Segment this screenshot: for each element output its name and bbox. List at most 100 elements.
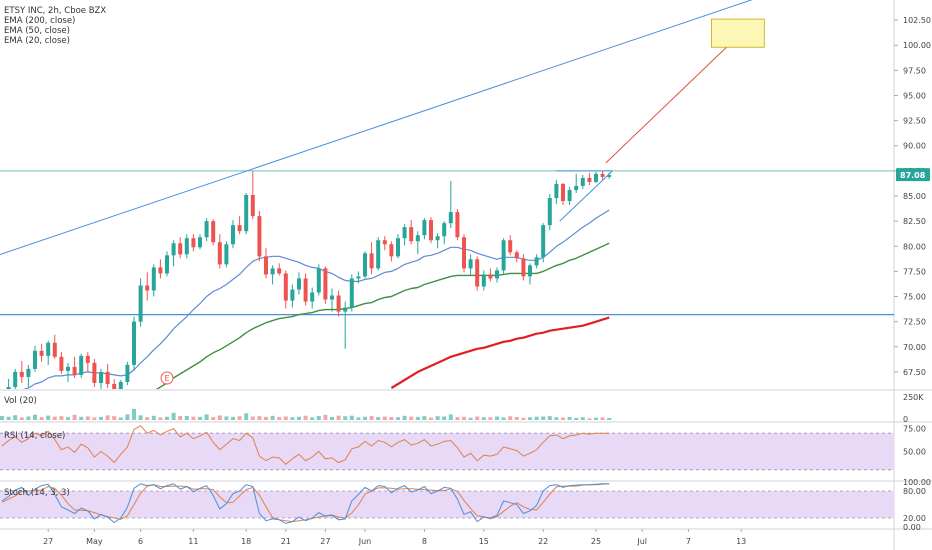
earnings-marker[interactable]: E bbox=[160, 371, 174, 385]
candle bbox=[6, 378, 11, 389]
candle bbox=[349, 274, 354, 312]
candle-body bbox=[224, 244, 229, 265]
candle bbox=[85, 351, 90, 372]
candle bbox=[396, 234, 400, 259]
candle-body bbox=[561, 183, 565, 202]
volume-bar bbox=[574, 417, 579, 420]
volume-bar bbox=[0, 416, 4, 420]
price-pane[interactable]: E bbox=[0, 0, 894, 429]
price-tick-label: 67.50 bbox=[903, 368, 926, 377]
volume-tick-label: 250K bbox=[903, 393, 924, 402]
time-tick-label: 8 bbox=[422, 537, 427, 546]
candle-body bbox=[435, 236, 440, 241]
stoch-pane[interactable] bbox=[0, 483, 894, 524]
candle bbox=[231, 220, 235, 249]
candle bbox=[297, 272, 301, 295]
candle bbox=[191, 234, 196, 252]
volume-bar bbox=[165, 416, 169, 420]
candle bbox=[19, 360, 24, 383]
price-tick-label: 80.00 bbox=[903, 242, 926, 251]
candle bbox=[178, 237, 183, 259]
volume-bar bbox=[422, 416, 427, 420]
candle-body bbox=[455, 212, 460, 238]
volume-bar bbox=[297, 416, 301, 420]
candle bbox=[79, 353, 84, 378]
volume-bar bbox=[481, 417, 486, 420]
time-tick-label: 18 bbox=[241, 537, 251, 546]
rsi-pane[interactable] bbox=[0, 425, 894, 471]
time-tick-label: Jul bbox=[636, 537, 647, 546]
candle bbox=[534, 254, 539, 269]
volume-bar bbox=[224, 416, 229, 420]
volume-bar bbox=[567, 416, 572, 420]
candle-body bbox=[594, 173, 598, 182]
volume-pane[interactable] bbox=[0, 408, 612, 420]
rising-trendline[interactable] bbox=[0, 0, 781, 258]
target-arrow[interactable] bbox=[605, 32, 742, 164]
legend-symbol: ETSY INC, 2h, Cboe BZX bbox=[4, 6, 107, 16]
volume-bar bbox=[211, 417, 216, 420]
candle bbox=[217, 234, 222, 269]
candle-body bbox=[165, 255, 169, 274]
volume-bar bbox=[448, 414, 453, 420]
price-tick-label: 72.50 bbox=[903, 318, 926, 327]
volume-bar bbox=[19, 417, 24, 420]
candle bbox=[435, 233, 440, 249]
candle bbox=[475, 256, 480, 291]
candle bbox=[33, 345, 37, 372]
volume-tick-label: 0 bbox=[903, 415, 908, 424]
volume-bar bbox=[178, 416, 183, 420]
volume-bar bbox=[521, 417, 526, 420]
time-tick-label: 21 bbox=[281, 537, 291, 546]
candle-body bbox=[514, 252, 519, 259]
candle-body bbox=[336, 295, 341, 312]
candle-body bbox=[145, 285, 150, 291]
volume-bar bbox=[402, 415, 407, 420]
volume-bar bbox=[303, 415, 308, 420]
volume-bar bbox=[72, 414, 77, 420]
candle-body bbox=[481, 274, 486, 287]
price-tick-label: 85.00 bbox=[903, 192, 926, 201]
rsi-tick-label: 50.00 bbox=[903, 448, 926, 457]
candle-body bbox=[112, 383, 117, 389]
candle-body bbox=[442, 223, 447, 237]
volume-bar bbox=[462, 416, 466, 420]
candle bbox=[561, 182, 565, 206]
candle-body bbox=[85, 355, 90, 363]
candle bbox=[343, 301, 348, 349]
triangle-bottom-line[interactable] bbox=[559, 170, 613, 222]
candle bbox=[514, 250, 519, 263]
volume-bar bbox=[541, 416, 546, 420]
volume-bar bbox=[6, 416, 11, 420]
ema50-line bbox=[155, 242, 610, 389]
candle-body bbox=[92, 362, 97, 383]
candle-body bbox=[323, 268, 328, 300]
candle-body bbox=[118, 381, 123, 389]
volume-bar bbox=[501, 417, 506, 420]
stoch-k-line bbox=[1, 483, 610, 524]
candle bbox=[574, 173, 579, 193]
target-box[interactable] bbox=[711, 18, 765, 48]
candle bbox=[495, 267, 499, 283]
price-tick-label: 95.00 bbox=[903, 91, 926, 100]
volume-bar bbox=[442, 416, 447, 420]
volume-bar bbox=[409, 416, 414, 420]
last-price-bg bbox=[896, 168, 930, 182]
volume-bar bbox=[343, 416, 348, 420]
volume-bar bbox=[600, 417, 605, 420]
candle-body bbox=[356, 276, 361, 279]
volume-bar bbox=[66, 417, 70, 420]
rsi-line bbox=[1, 425, 610, 465]
volume-bar bbox=[508, 416, 513, 420]
volume-bar bbox=[554, 417, 559, 420]
candle-body bbox=[250, 195, 255, 217]
volume-bar bbox=[310, 417, 315, 420]
ema200-line bbox=[390, 316, 610, 389]
volume-bar bbox=[237, 416, 242, 420]
candle bbox=[26, 364, 31, 387]
time-tick-label: 25 bbox=[591, 537, 601, 546]
candle bbox=[118, 379, 123, 389]
stoch-pane-label: Stoch (14, 3, 3) bbox=[4, 488, 70, 498]
candle-body bbox=[6, 386, 11, 389]
